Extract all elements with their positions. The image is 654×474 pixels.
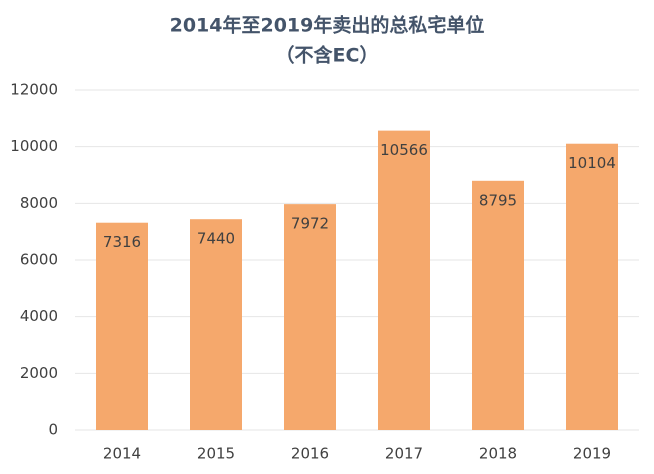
data-label: 10104 — [568, 154, 616, 172]
y-tick-label: 4000 — [20, 307, 58, 325]
chart-subtitle: （不含EC） — [276, 44, 379, 67]
x-tick-label: 2016 — [291, 445, 329, 463]
x-tick-label: 2017 — [385, 445, 423, 463]
chart-title: 2014年至2019年卖出的总私宅单位 — [170, 14, 485, 37]
y-tick-label: 0 — [48, 421, 58, 439]
x-tick-label: 2014 — [103, 445, 141, 463]
bar — [378, 130, 430, 430]
x-tick-label: 2019 — [573, 445, 611, 463]
y-tick-label: 8000 — [20, 194, 58, 212]
bar — [472, 180, 524, 430]
data-label: 7316 — [103, 233, 141, 251]
bar — [190, 219, 242, 430]
y-tick-label: 10000 — [10, 137, 58, 155]
y-tick-label: 12000 — [10, 81, 58, 99]
data-label: 8795 — [479, 191, 517, 209]
bar — [96, 222, 148, 430]
x-tick-label: 2018 — [479, 445, 517, 463]
bar — [284, 204, 336, 430]
x-tick-label: 2015 — [197, 445, 235, 463]
data-label: 7440 — [197, 230, 235, 248]
data-label: 10566 — [380, 141, 428, 159]
y-tick-label: 2000 — [20, 364, 58, 382]
y-tick-label: 6000 — [20, 251, 58, 269]
data-label: 7972 — [291, 215, 329, 233]
bar — [566, 143, 618, 430]
